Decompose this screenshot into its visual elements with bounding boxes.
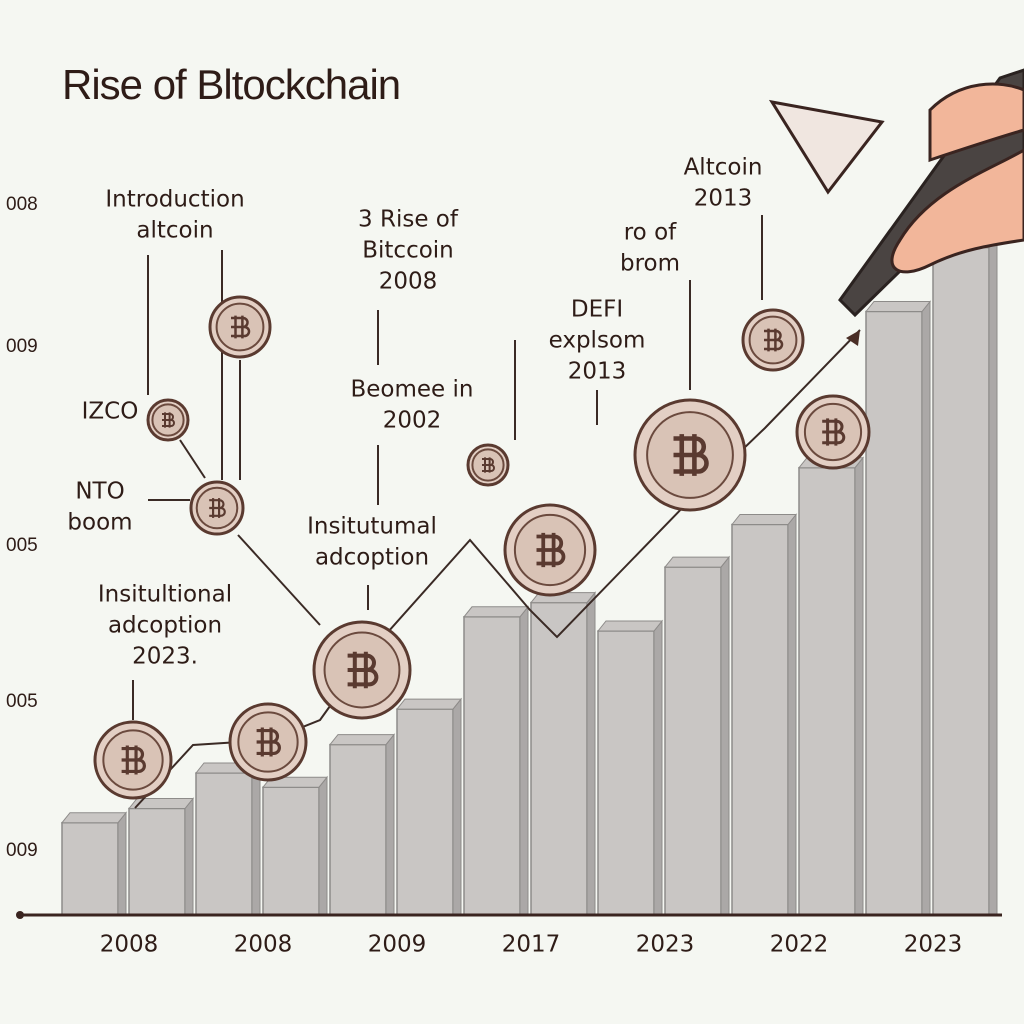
leader-line xyxy=(237,534,321,626)
hand xyxy=(890,148,1024,274)
leader-line xyxy=(179,439,206,479)
annotation: 3 Rise of xyxy=(358,207,459,233)
annotation: brom xyxy=(620,251,680,277)
bar xyxy=(463,616,521,916)
annotation: explsom xyxy=(549,328,646,354)
x-tick-label: 2008 xyxy=(100,932,159,958)
y-tick-label: 009 xyxy=(6,840,38,861)
bar-side xyxy=(653,619,663,916)
axis-dot xyxy=(16,911,24,919)
coin-symbol xyxy=(121,745,146,775)
annotation: Insitutumal xyxy=(307,514,437,540)
bar-top xyxy=(663,556,731,568)
annotation: 2002 xyxy=(383,408,442,434)
bar xyxy=(664,566,722,916)
bar xyxy=(597,630,655,916)
bar-top xyxy=(864,301,932,312)
x-tick-label: 2017 xyxy=(502,932,561,958)
annotation: NTO xyxy=(75,479,124,505)
bar-top xyxy=(596,620,664,632)
x-tick-label: 2022 xyxy=(770,932,829,958)
leaders xyxy=(132,215,763,720)
bar-side xyxy=(921,300,931,916)
x-tick-label: 2023 xyxy=(904,932,963,958)
bar xyxy=(731,523,789,916)
annotation: Introduction xyxy=(105,187,244,213)
paper-plane xyxy=(768,99,885,195)
coin-symbol xyxy=(536,532,566,568)
bar-top xyxy=(60,812,128,824)
bar xyxy=(128,807,186,916)
arrow-head xyxy=(846,330,860,346)
bar xyxy=(329,743,387,916)
bar-top xyxy=(127,798,195,809)
bar-side xyxy=(117,811,127,916)
bar xyxy=(195,772,253,916)
bar-top xyxy=(462,606,530,618)
bar-side xyxy=(988,236,998,916)
bar xyxy=(932,246,990,916)
annotation: 2013 xyxy=(694,186,753,212)
annotation: 2023. xyxy=(132,644,198,670)
coin-symbol xyxy=(256,727,281,757)
bar-side xyxy=(787,513,797,916)
annotation: IZCO xyxy=(82,399,139,425)
x-tick-label: 2009 xyxy=(368,932,427,958)
annotation: adcoption xyxy=(315,545,429,571)
annotation: adcoption xyxy=(108,613,222,639)
coin-symbol xyxy=(162,412,175,428)
bar xyxy=(798,466,856,916)
coin-symbol xyxy=(764,328,784,352)
annotation: Beomee in xyxy=(351,377,474,403)
x-tick-label: 2008 xyxy=(234,932,293,958)
bar-side xyxy=(184,797,194,916)
coin-symbol xyxy=(822,418,846,446)
bar-top xyxy=(730,514,798,525)
bar-top xyxy=(328,734,396,746)
annotation: Bitccoin xyxy=(362,238,454,264)
annotation: altcoin xyxy=(136,218,213,244)
hand-back xyxy=(928,82,1024,163)
coin-symbol xyxy=(482,457,495,473)
bar xyxy=(396,708,454,916)
coin-symbol xyxy=(209,498,226,518)
bar-side xyxy=(452,697,462,916)
x-tick-label: 2023 xyxy=(636,932,695,958)
bar-side xyxy=(720,555,730,916)
bar-top xyxy=(395,698,463,710)
bar-side xyxy=(586,591,596,916)
y-tick-label: 008 xyxy=(6,194,38,215)
bar xyxy=(865,310,923,916)
bar-side xyxy=(854,456,864,916)
bar-side xyxy=(385,733,395,916)
coins xyxy=(93,295,871,800)
coin-symbol xyxy=(231,315,251,339)
bar-side xyxy=(251,761,261,916)
y-tick-label: 005 xyxy=(6,535,38,556)
bar xyxy=(262,786,320,916)
annotation: boom xyxy=(67,510,132,536)
coin-symbol xyxy=(673,434,709,476)
bar xyxy=(61,821,119,916)
bar xyxy=(530,601,588,916)
annotation: ro of xyxy=(624,220,677,246)
annotation: 2008 xyxy=(379,269,438,295)
annotation: 2013 xyxy=(568,359,627,385)
coin-symbol xyxy=(347,651,379,689)
y-tick-label: 005 xyxy=(6,691,38,712)
chart-title: Rise of Bltockchain xyxy=(62,61,400,108)
annotation: Altcoin xyxy=(684,155,763,181)
bar-side xyxy=(519,605,529,916)
bar-side xyxy=(318,775,328,916)
annotation: DEFI xyxy=(571,297,623,323)
y-tick-label: 009 xyxy=(6,336,38,357)
annotation: Insitultional xyxy=(98,582,232,608)
